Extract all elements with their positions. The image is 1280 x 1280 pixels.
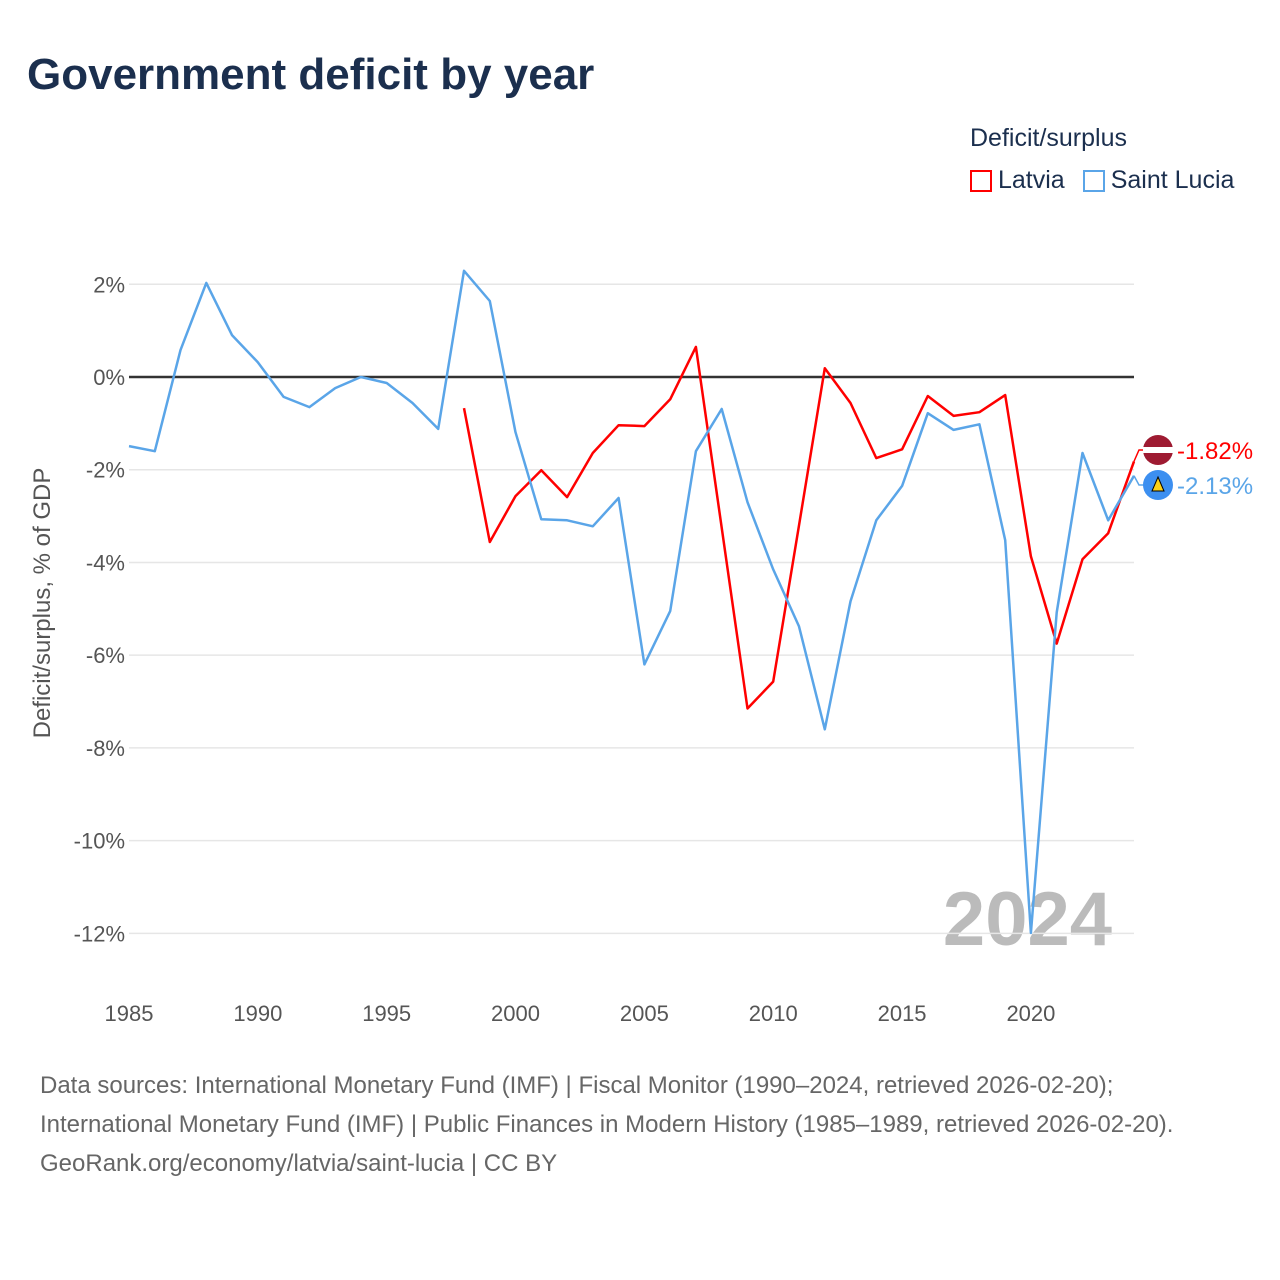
source-link[interactable]: GeoRank.org/economy/latvia/saint-lucia |… xyxy=(40,1150,558,1177)
legend-item-saint-lucia[interactable]: Saint Lucia xyxy=(1082,166,1235,195)
y-tick-label: 2% xyxy=(93,272,125,297)
y-tick-label: -12% xyxy=(74,921,125,946)
legend-label: Saint Lucia xyxy=(1110,166,1235,194)
y-tick-label: -6% xyxy=(86,643,125,668)
series-line-saint-lucia xyxy=(128,269,1136,935)
x-tick-label: 1990 xyxy=(233,1001,282,1026)
y-tick-label: -10% xyxy=(74,829,125,854)
end-value-label: -1.82% xyxy=(1177,438,1253,465)
y-tick-label: -2% xyxy=(86,458,125,483)
series-line-latvia xyxy=(462,345,1136,710)
y-axis-label: Deficit/surplus, % of GDP xyxy=(29,468,56,739)
plot-area: Deficit/surplus, % of GDP 2024 2%0%-2%-4… xyxy=(29,269,1253,1026)
data-sources: Data sources: International Monetary Fun… xyxy=(40,1072,1174,1138)
legend-item-latvia[interactable]: Latvia xyxy=(970,166,1065,195)
legend-title: Deficit/surplus xyxy=(970,124,1127,152)
footer: Data sources: International Monetary Fun… xyxy=(40,1066,1240,1183)
x-tick-label: 1985 xyxy=(105,1001,154,1026)
x-tick-label: 2000 xyxy=(491,1001,540,1026)
legend-label: Latvia xyxy=(998,166,1065,194)
x-tick-label: 2020 xyxy=(1006,1001,1055,1026)
x-tick-label: 1995 xyxy=(362,1001,411,1026)
y-tick-label: -8% xyxy=(86,736,125,761)
chart-title: Government deficit by year xyxy=(27,50,595,99)
y-tick-label: 0% xyxy=(93,365,125,390)
x-tick-label: 2005 xyxy=(620,1001,669,1026)
saint-lucia-flag-triangle xyxy=(1151,475,1165,492)
y-tick-label: -4% xyxy=(86,550,125,575)
latvia-flag-stripe xyxy=(1143,447,1173,453)
end-value-label: -2.13% xyxy=(1177,473,1253,500)
end-connector xyxy=(1133,475,1144,486)
end-connector xyxy=(1133,449,1144,462)
legend-swatch-saint-lucia xyxy=(1082,170,1105,192)
legend: Latvia Saint Lucia xyxy=(970,166,1234,195)
x-tick-label: 2010 xyxy=(749,1001,798,1026)
legend-swatch-latvia xyxy=(970,170,992,192)
x-tick-label: 2015 xyxy=(878,1001,927,1026)
